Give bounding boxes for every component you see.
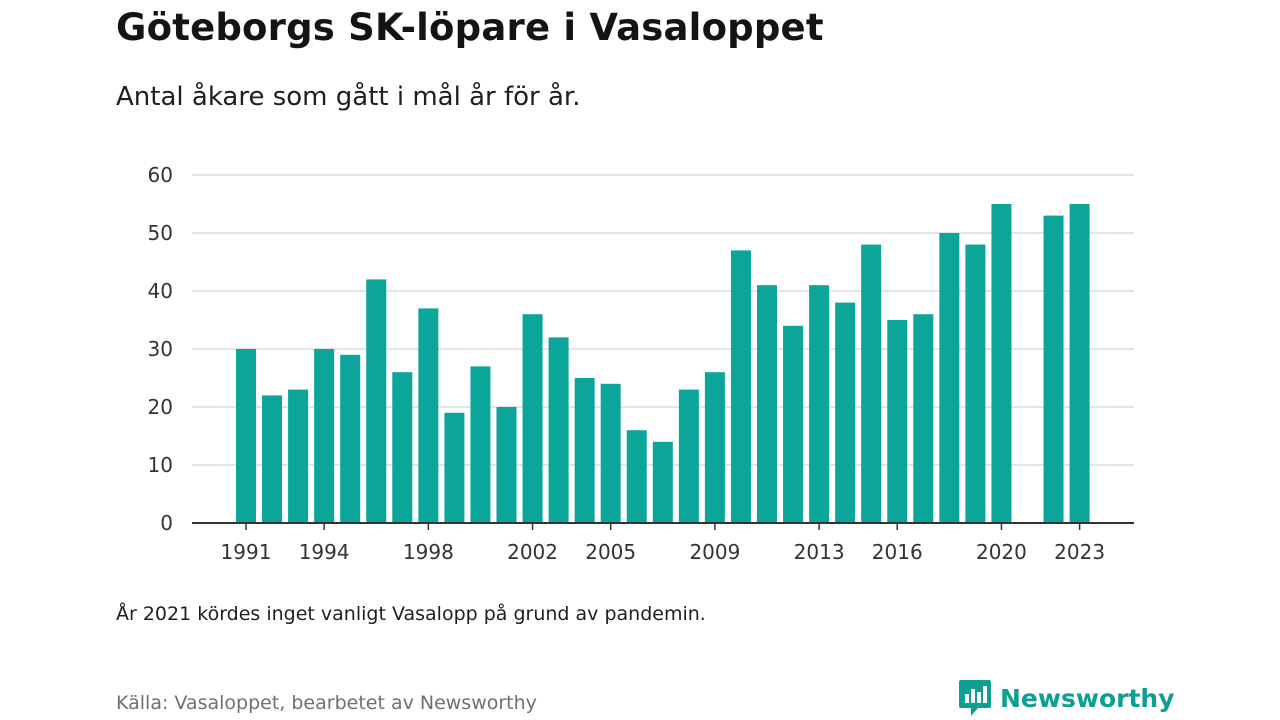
x-tick-label: 2020	[976, 540, 1027, 564]
brand-name: Newsworthy	[1000, 683, 1175, 713]
bar-2009	[704, 372, 725, 523]
bar-1996	[366, 279, 387, 523]
newsworthy-logo-icon	[959, 680, 991, 716]
source-text: Källa: Vasaloppet, bearbetet av Newswort…	[116, 692, 537, 714]
x-tick-label: 2016	[872, 540, 923, 564]
bar-1994	[314, 349, 335, 523]
bar-2018	[939, 233, 960, 523]
bar-1992	[262, 395, 283, 523]
chart-subtitle: Antal åkare som gått i mål år för år.	[116, 82, 581, 112]
y-tick-label: 60	[148, 163, 173, 187]
bar-1998	[418, 308, 439, 523]
bar-2012	[783, 325, 804, 523]
bar-2022	[1043, 215, 1064, 523]
y-tick-label: 40	[148, 279, 173, 303]
x-tick-label: 2013	[794, 540, 845, 564]
bar-1995	[340, 354, 361, 523]
bar-chart: 0 10 20 30 40 50 60 1991 1994 1998 2002 2005 2009 201…	[148, 163, 1134, 564]
x-tick-label: 2023	[1054, 540, 1105, 564]
bar-2003	[548, 337, 569, 523]
y-tick-label: 30	[148, 337, 173, 361]
bar-2019	[965, 244, 986, 523]
x-tick-label: 1991	[221, 540, 272, 564]
bar-2017	[913, 314, 934, 523]
bar-2006	[626, 430, 647, 523]
bar-1991	[236, 349, 256, 523]
bar-2005	[600, 383, 621, 523]
y-tick-label: 20	[148, 395, 173, 419]
bar-2023	[1069, 204, 1090, 523]
bar-2004	[574, 378, 595, 523]
bar-2010	[730, 250, 751, 523]
y-tick-label: 0	[160, 511, 173, 535]
bar-2014	[835, 302, 856, 523]
bar-1997	[392, 372, 413, 523]
chart-title: Göteborgs SK-löpare i Vasaloppet	[116, 6, 824, 49]
x-tick-label: 1998	[403, 540, 454, 564]
bar-2016	[887, 320, 908, 523]
bar-1999	[444, 412, 465, 523]
bar-2013	[809, 285, 830, 523]
bar-2008	[678, 389, 699, 523]
chart-note: År 2021 kördes inget vanligt Vasalopp på…	[116, 603, 706, 625]
bar-2001	[496, 407, 517, 523]
y-tick-label: 50	[148, 221, 173, 245]
bar-2002	[522, 314, 543, 523]
bar-1993	[288, 389, 309, 523]
y-tick-label: 10	[148, 453, 173, 477]
bar-2011	[757, 285, 777, 523]
x-tick-label: 2002	[507, 540, 558, 564]
x-tick-label: 2009	[689, 540, 740, 564]
bar-2015	[861, 244, 882, 523]
bar-2007	[652, 441, 673, 523]
bar-2000	[470, 366, 491, 523]
bar-2020	[991, 204, 1012, 523]
x-tick-label: 1994	[299, 540, 350, 564]
brand-logo: Newsworthy	[958, 678, 1175, 718]
x-tick-label: 2005	[585, 540, 636, 564]
